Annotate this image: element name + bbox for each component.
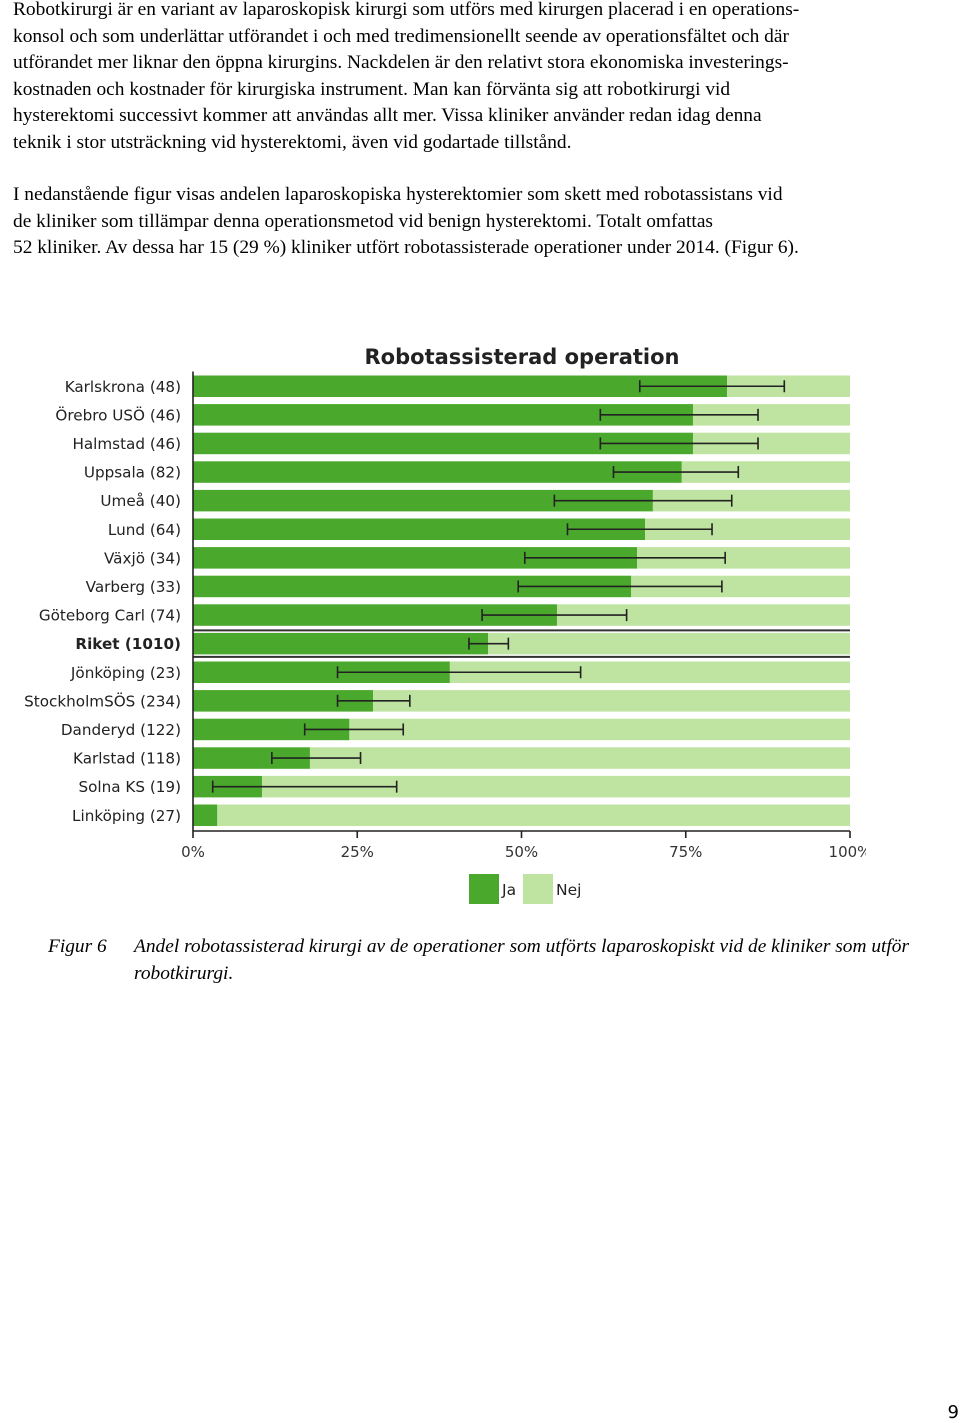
chart-title: Robotassisterad operation bbox=[365, 345, 680, 369]
bar-nej bbox=[217, 804, 850, 826]
bar-nej bbox=[681, 461, 850, 483]
bar-ja bbox=[193, 604, 557, 626]
paragraph-1: Robotkirurgi är en variant av laparoskop… bbox=[13, 0, 953, 156]
legend: Ja Nej bbox=[469, 874, 581, 904]
category-label: StockholmSÖS (234) bbox=[24, 691, 181, 710]
bar-ja bbox=[193, 718, 350, 741]
figure: Robotassisterad operation Karlskrona (48… bbox=[0, 312, 866, 924]
category-label: Linköping (27) bbox=[72, 807, 181, 825]
bar-ja bbox=[193, 489, 653, 512]
category-label: Göteborg Carl (74) bbox=[39, 607, 181, 625]
bar-nej bbox=[692, 404, 850, 426]
bar-ja bbox=[193, 575, 632, 598]
paragraph-line: kostnaden och kostnader för kirurgiska i… bbox=[13, 78, 731, 100]
bar-nej bbox=[692, 432, 850, 455]
legend-label: Nej bbox=[556, 881, 581, 899]
bar-nej bbox=[309, 747, 850, 769]
bar-ja bbox=[193, 804, 218, 826]
x-tick-label: 100% bbox=[829, 843, 866, 861]
bars-layer bbox=[193, 375, 850, 826]
bar-ja bbox=[193, 432, 693, 455]
paragraph-line: hysterektomi successivt kommer att använ… bbox=[13, 105, 762, 126]
x-tick-label: 50% bbox=[505, 843, 538, 861]
paragraph-line: I nedanstående figur visas andelen lapar… bbox=[13, 184, 783, 205]
bar-ja bbox=[193, 661, 450, 683]
category-label: Danderyd (122) bbox=[61, 721, 181, 739]
bar-chart: Robotassisterad operation Karlskrona (48… bbox=[24, 345, 866, 904]
x-tick-label: 0% bbox=[181, 843, 205, 861]
bar-ja bbox=[193, 461, 682, 483]
bar-ja bbox=[193, 404, 693, 426]
paragraph-line: konsol och som underlättar utförandet i … bbox=[13, 25, 789, 47]
x-tick-label: 75% bbox=[669, 843, 702, 861]
paragraph-line: 52 kliniker. Av dessa har 15 (29 %) klin… bbox=[13, 237, 799, 258]
bar-nej bbox=[645, 518, 850, 540]
bar-ja bbox=[193, 747, 310, 769]
bar-nej bbox=[652, 489, 850, 512]
bar-ja bbox=[193, 547, 638, 569]
bar-nej bbox=[261, 775, 850, 798]
bar-nej bbox=[449, 661, 850, 683]
bar-ja bbox=[193, 375, 728, 397]
category-label: Växjö (34) bbox=[104, 549, 181, 567]
caption-text: Andel robotassisterad kirurgi av de oper… bbox=[134, 936, 910, 984]
page-number: 9 bbox=[947, 1402, 959, 1423]
category-label: Jönköping (23) bbox=[70, 664, 181, 682]
category-label: Solna KS (19) bbox=[78, 778, 181, 796]
x-tick-label: 25% bbox=[341, 843, 374, 861]
category-label: Riket (1010) bbox=[75, 635, 181, 653]
paragraph-line: Robotkirurgi är en variant av laparoskop… bbox=[13, 0, 800, 20]
category-label: Karlstad (118) bbox=[73, 750, 181, 768]
category-label: Umeå (40) bbox=[100, 492, 181, 510]
bar-nej bbox=[349, 718, 850, 741]
bar-nej bbox=[487, 632, 850, 655]
legend-swatch-nej bbox=[523, 874, 553, 904]
category-label: Karlskrona (48) bbox=[65, 378, 181, 396]
bar-nej bbox=[373, 690, 850, 712]
legend-label: Ja bbox=[501, 881, 516, 899]
category-label: Lund (64) bbox=[108, 521, 181, 539]
paragraph-line: utförandet mer liknar den öppna kirurgin… bbox=[13, 52, 789, 73]
caption-label: Figur 6 bbox=[48, 936, 107, 957]
bar-nej bbox=[631, 575, 850, 598]
category-labels: Karlskrona (48) Örebro USÖ (46) Halmstad (… bbox=[24, 378, 181, 825]
category-label: Uppsala (82) bbox=[84, 464, 181, 482]
bar-ja bbox=[193, 518, 646, 540]
paragraph-line: de kliniker som tillämpar denna operatio… bbox=[13, 210, 713, 232]
bar-nej bbox=[637, 547, 850, 569]
bar-ja bbox=[193, 690, 374, 712]
x-axis: 0% 25% 50% 75% 100% bbox=[181, 371, 866, 861]
bar-nej bbox=[727, 375, 850, 397]
category-label: Varberg (33) bbox=[86, 578, 181, 596]
bar-nej bbox=[556, 604, 850, 626]
bar-ja bbox=[193, 632, 488, 655]
category-label: Halmstad (46) bbox=[72, 435, 181, 453]
paragraph-2: I nedanstående figur visas andelen lapar… bbox=[13, 182, 953, 262]
category-label: Örebro USÖ (46) bbox=[55, 405, 181, 424]
error-bars-layer bbox=[211, 380, 786, 793]
paragraph-line: teknik i stor utsträckning vid hysterekt… bbox=[13, 131, 572, 153]
legend-swatch-ja bbox=[469, 874, 499, 904]
